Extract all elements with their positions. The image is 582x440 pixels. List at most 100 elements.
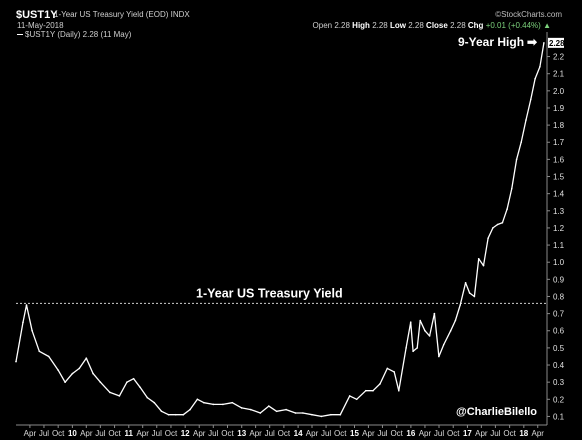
y-tick-label: 0.2 — [553, 395, 565, 404]
series-segment — [31, 330, 40, 352]
data-point — [222, 403, 224, 406]
data-point — [530, 98, 532, 101]
y-tick-label: 1.4 — [553, 190, 565, 199]
data-point — [405, 347, 407, 349]
series-segment — [78, 357, 87, 370]
y-tick-label: 0.8 — [553, 292, 565, 301]
y-tick-label: 0.4 — [553, 361, 565, 370]
data-point — [428, 335, 431, 337]
data-point — [126, 381, 128, 384]
x-tick-label: Apr — [475, 429, 488, 438]
y-tick-label: 0.6 — [553, 327, 565, 336]
series-segment — [443, 330, 452, 346]
series-segment — [275, 408, 287, 412]
y-tick-label: 1.1 — [553, 241, 565, 250]
x-tick-label: Apr — [80, 429, 93, 438]
data-point — [393, 371, 396, 373]
data-point — [285, 408, 287, 411]
series-segment — [424, 330, 431, 337]
x-tick-label: Apr — [193, 429, 206, 438]
data-point — [153, 401, 156, 404]
series-segment — [339, 395, 351, 416]
data-point — [38, 350, 41, 353]
x-tick-label: Oct — [503, 429, 516, 438]
data-point — [160, 410, 163, 413]
series-segment — [454, 304, 461, 322]
data-point — [433, 312, 436, 315]
data-point — [339, 413, 342, 416]
series-segment — [153, 402, 163, 412]
x-tick-label: Apr — [362, 429, 375, 438]
data-point — [167, 413, 170, 416]
data-point — [515, 158, 518, 161]
data-point — [372, 389, 374, 392]
series-segment — [196, 398, 205, 404]
series-segment — [57, 369, 66, 383]
data-point — [99, 381, 102, 384]
series-segment — [22, 304, 28, 323]
data-point — [15, 360, 17, 363]
series-segment — [241, 407, 252, 411]
series-segment — [118, 381, 128, 397]
credit-label: @CharlieBilello — [456, 406, 537, 418]
data-point — [240, 407, 243, 409]
high-label-hdr: High — [352, 21, 370, 30]
series-segment — [372, 383, 381, 392]
data-point — [482, 264, 485, 267]
y-tick-label: 1.8 — [553, 121, 565, 130]
series-segment — [464, 282, 471, 294]
data-point — [506, 208, 508, 210]
x-tick-label: 17 — [463, 429, 472, 438]
series-legend: $UST1Y (Daily) 2.28 (11 May) — [17, 30, 131, 39]
data-point — [118, 395, 121, 397]
series-segment — [534, 66, 541, 80]
data-point — [473, 295, 476, 298]
y-tick-label: 1.7 — [553, 138, 565, 147]
series-segment — [450, 319, 457, 332]
data-point — [409, 321, 412, 324]
y-axis: 0.1 0.2 0.3 0.4 0.5 0.6 0.7 0.8 0.9 1.0 1.1 1.2 1.3 1… — [546, 32, 565, 425]
series-segment — [302, 412, 313, 416]
series-segment — [487, 227, 494, 239]
data-point — [78, 367, 81, 370]
data-point — [25, 304, 28, 306]
data-point — [311, 413, 313, 416]
x-tick-label: Jul — [265, 429, 275, 438]
high-value: 2.28 — [372, 21, 388, 30]
data-point — [22, 321, 24, 324]
x-tick-label: Oct — [52, 429, 65, 438]
chg-value: +0.01 (+0.44%) — [485, 21, 541, 30]
x-tick-label: 11 — [125, 429, 134, 438]
series-segment — [259, 405, 270, 414]
series-segment — [85, 357, 94, 375]
arrow-right-icon: ➡ — [527, 35, 538, 49]
data-point — [31, 329, 33, 332]
x-tick-label: Oct — [447, 429, 460, 438]
x-tick-label: Apr — [136, 429, 149, 438]
series-segment — [416, 319, 421, 349]
data-point — [468, 292, 471, 294]
data-point — [250, 408, 252, 411]
x-tick-label: Oct — [165, 429, 178, 438]
data-point — [443, 343, 445, 346]
series-segment — [38, 350, 50, 358]
data-point — [189, 408, 191, 411]
data-point — [268, 405, 270, 407]
open-value: 2.28 — [334, 21, 350, 30]
data-point — [294, 412, 297, 414]
series-segment — [222, 402, 233, 406]
x-tick-label: 16 — [406, 429, 415, 438]
data-point — [464, 282, 467, 284]
series-segment — [250, 408, 261, 414]
data-point — [525, 119, 527, 121]
series-segment — [459, 282, 467, 306]
data-point — [139, 386, 141, 389]
x-tick-label: 18 — [519, 429, 528, 438]
series-segment — [311, 414, 323, 418]
x-tick-label: Jul — [377, 429, 387, 438]
series-segment — [189, 398, 199, 411]
series-segment — [139, 386, 148, 399]
data-point — [492, 227, 494, 229]
series-segment — [92, 372, 102, 383]
data-point — [275, 410, 278, 413]
